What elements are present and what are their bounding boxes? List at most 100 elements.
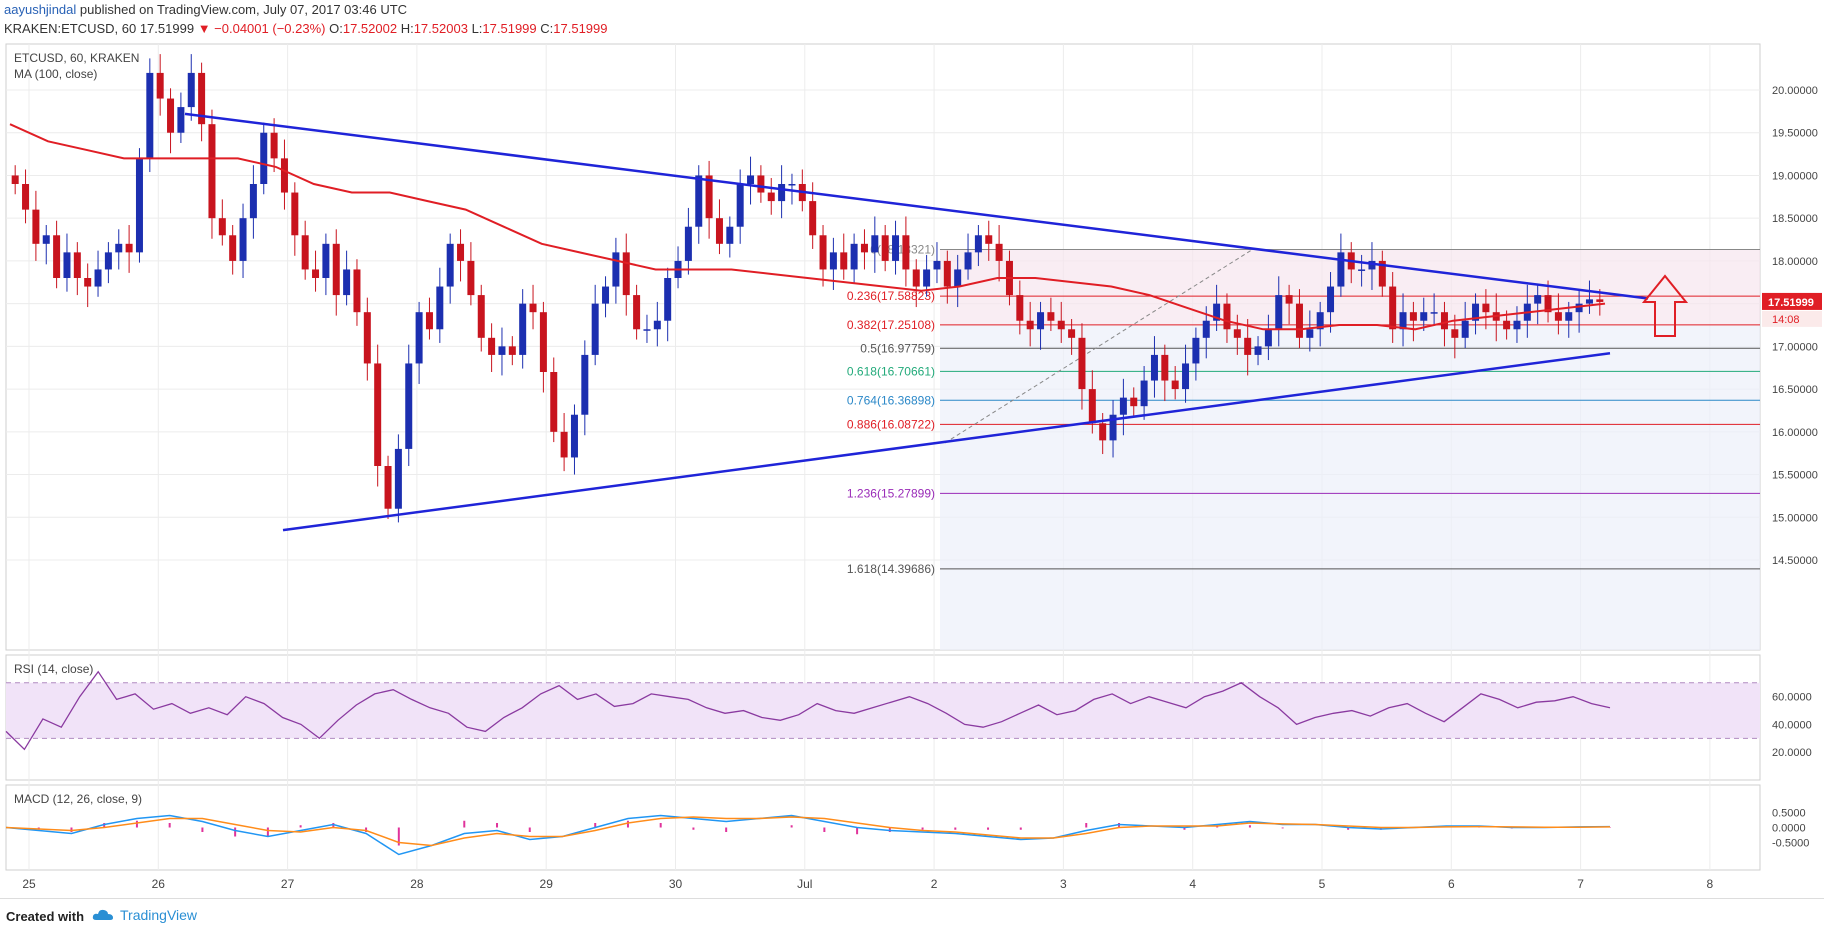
candle-body bbox=[1554, 312, 1562, 321]
candle-body bbox=[570, 414, 578, 458]
candle-body bbox=[239, 218, 247, 261]
last-price: 17.51999 bbox=[139, 21, 195, 36]
candle-body bbox=[270, 132, 278, 159]
y-tick-label: 15.00000 bbox=[1772, 512, 1818, 524]
tradingview-logo[interactable]: TradingView bbox=[92, 905, 197, 925]
candle-body bbox=[519, 303, 527, 355]
y-tick-label: 19.00000 bbox=[1772, 170, 1818, 182]
candle-body bbox=[177, 107, 185, 133]
candle-body bbox=[1171, 380, 1179, 390]
candle-body bbox=[1368, 260, 1376, 270]
created-with-text: Created with bbox=[6, 909, 85, 924]
candle-body bbox=[829, 252, 837, 270]
candle-body bbox=[1337, 252, 1345, 287]
candle-body bbox=[1223, 303, 1231, 330]
rsi-line bbox=[5, 670, 1611, 751]
candle-body bbox=[767, 192, 775, 202]
candle-body bbox=[1233, 329, 1241, 338]
candle-body bbox=[1585, 299, 1593, 304]
fib-label-1.618: 1.618(14.39686) bbox=[847, 562, 935, 576]
y-tick-label: 18.50000 bbox=[1772, 213, 1818, 225]
candle-body bbox=[581, 354, 589, 415]
x-tick-label: 25 bbox=[22, 877, 36, 891]
candle-body bbox=[477, 295, 485, 338]
candle-body bbox=[146, 72, 154, 159]
candle-body bbox=[229, 235, 237, 261]
candle-body bbox=[1482, 303, 1490, 313]
candle-body bbox=[912, 269, 920, 287]
candle-body bbox=[1358, 269, 1366, 271]
candle-body bbox=[560, 431, 568, 458]
y-tick-label: 20.00000 bbox=[1772, 85, 1818, 97]
candle-body bbox=[1389, 286, 1397, 330]
countdown-tag bbox=[1762, 310, 1822, 327]
x-tick-label: 27 bbox=[281, 877, 295, 891]
x-tick-label: 30 bbox=[669, 877, 683, 891]
candle-body bbox=[695, 175, 703, 227]
candle-body bbox=[1140, 380, 1148, 407]
candle-body bbox=[1275, 295, 1283, 330]
candle-body bbox=[208, 124, 216, 219]
ohlc-low: 17.51999 bbox=[482, 21, 537, 36]
candle-body bbox=[198, 72, 206, 125]
candle-body bbox=[974, 235, 982, 253]
candle-body bbox=[11, 175, 19, 184]
candle-body bbox=[156, 72, 164, 99]
candle-body bbox=[42, 235, 50, 244]
candle-body bbox=[1150, 354, 1158, 381]
candle-body bbox=[684, 226, 692, 261]
ohlc-open: 17.52002 bbox=[342, 21, 398, 36]
candle-body bbox=[1057, 320, 1065, 330]
ma100-line bbox=[9, 123, 1606, 331]
candle-body bbox=[726, 226, 734, 244]
candle-body bbox=[467, 260, 475, 296]
price-chart[interactable]: 25 26 27 28 29 30 Jul 2 3 4 5 6 7 8 20.00000 19.50000 19… bbox=[0, 0, 1824, 898]
candle-body bbox=[964, 252, 972, 270]
candle-body bbox=[1513, 320, 1521, 330]
candle-body bbox=[1420, 312, 1428, 321]
trendline-lower bbox=[282, 351, 1611, 532]
candle-body bbox=[405, 363, 413, 449]
publish-line: aayushjindal published on TradingView.co… bbox=[4, 2, 407, 17]
rsi-tick-label: 60.0000 bbox=[1772, 692, 1812, 704]
candle-body bbox=[322, 243, 330, 278]
rsi-tick-label: 40.0000 bbox=[1772, 719, 1812, 731]
fib-label-0.618: 0.618(16.70661) bbox=[847, 364, 935, 378]
candle-body bbox=[622, 252, 630, 296]
candle-body bbox=[457, 243, 465, 261]
candle-body bbox=[167, 98, 175, 133]
candle-body bbox=[301, 235, 309, 270]
candle-body bbox=[809, 201, 817, 236]
candle-body bbox=[819, 235, 827, 270]
candle-body bbox=[591, 303, 599, 355]
candle-body bbox=[1565, 312, 1573, 321]
cloud-icon bbox=[92, 909, 113, 920]
candle-body bbox=[715, 218, 723, 244]
candle-body bbox=[1399, 312, 1407, 330]
candle-body bbox=[353, 269, 361, 313]
y-tick-label: 19.50000 bbox=[1772, 128, 1818, 140]
rsi-tick-label: 20.0000 bbox=[1772, 747, 1812, 759]
candle-body bbox=[1472, 303, 1480, 321]
candle-body bbox=[1264, 329, 1272, 347]
candle-body bbox=[892, 235, 900, 261]
candle-body bbox=[1130, 397, 1138, 407]
x-tick-label: 28 bbox=[410, 877, 424, 891]
author-link[interactable]: aayushjindal bbox=[4, 2, 77, 17]
candle-body bbox=[436, 286, 444, 330]
candle-body bbox=[1461, 320, 1469, 338]
macd-tick-label: 0.5000 bbox=[1772, 808, 1806, 820]
trendline-upper bbox=[184, 112, 1649, 300]
candle-body bbox=[1161, 354, 1169, 381]
candle-body bbox=[860, 243, 868, 253]
candle-body bbox=[363, 312, 371, 364]
fib-zone-lower bbox=[940, 324, 1760, 650]
fib-label-1.236: 1.236(15.27899) bbox=[847, 486, 935, 500]
candle-body bbox=[1285, 295, 1293, 304]
candle-body bbox=[778, 184, 786, 202]
candle-body bbox=[32, 209, 40, 244]
candle-body bbox=[902, 235, 910, 270]
candle-body bbox=[1109, 414, 1117, 441]
candle-body bbox=[1037, 312, 1045, 330]
candle-body bbox=[498, 346, 506, 355]
